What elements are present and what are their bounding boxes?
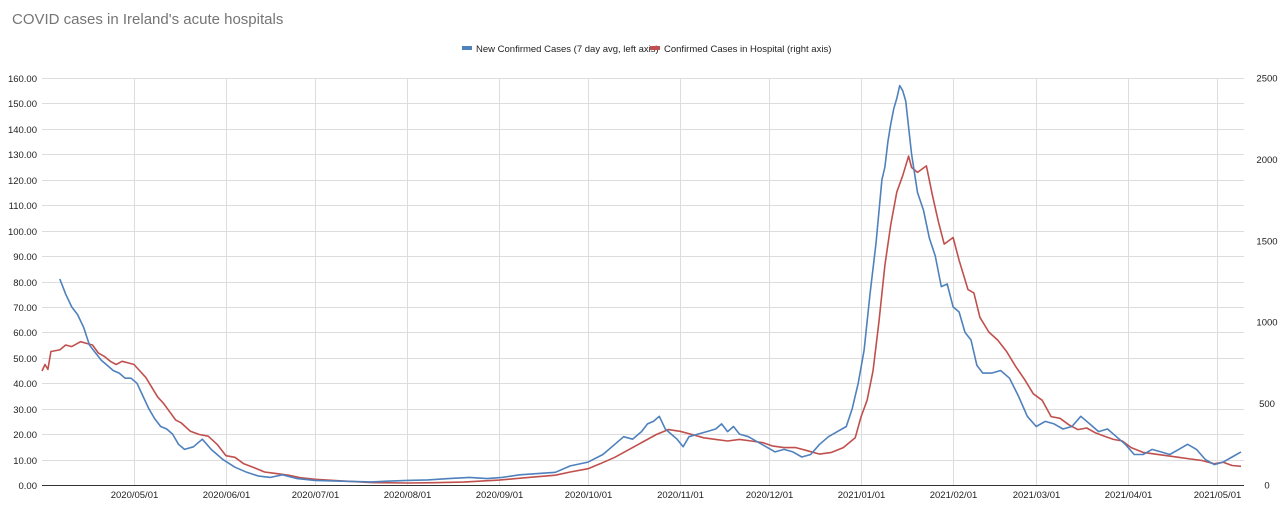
x-tick-label: 2021/04/01: [1105, 490, 1153, 501]
y-left-tick-label: 120.00: [8, 176, 37, 187]
y-left-tick-label: 90.00: [13, 252, 37, 263]
y-left-tick-label: 40.00: [13, 379, 37, 390]
x-tick-label: 2021/05/01: [1194, 490, 1242, 501]
y-right-tick-label: 2500: [1256, 74, 1277, 85]
y-left-tick-label: 150.00: [8, 99, 37, 110]
x-tick-label: 2020/08/01: [384, 490, 432, 501]
y-right-tick-label: 0: [1264, 481, 1269, 492]
x-tick-label: 2020/07/01: [292, 490, 340, 501]
x-tick-label: 2020/10/01: [565, 490, 613, 501]
y-right-tick-label: 1000: [1256, 318, 1277, 329]
y-axis-left: 0.00 10.00 20.00 30.00 40.00 50.00 60.00 70.00 8…: [8, 74, 37, 492]
x-tick-label: 2021/03/01: [1013, 490, 1061, 501]
y-left-tick-label: 30.00: [13, 405, 37, 416]
y-right-tick-label: 500: [1259, 399, 1275, 410]
legend: New Confirmed Cases (7 day avg, left axi…: [462, 44, 831, 55]
y-left-tick-label: 100.00: [8, 227, 37, 238]
y-left-tick-label: 80.00: [13, 278, 37, 289]
legend-item-new-cases[interactable]: New Confirmed Cases (7 day avg, left axi…: [462, 44, 659, 55]
x-tick-label: 2021/01/01: [838, 490, 886, 501]
chart-title: COVID cases in Ireland's acute hospitals: [12, 11, 283, 28]
y-right-tick-label: 1500: [1256, 236, 1277, 247]
legend-label-new-cases: New Confirmed Cases (7 day avg, left axi…: [476, 44, 659, 55]
x-tick-label: 2020/05/01: [111, 490, 159, 501]
y-left-tick-label: 110.00: [9, 201, 37, 212]
y-left-tick-label: 60.00: [13, 328, 37, 339]
legend-swatch-new-cases: [462, 46, 472, 50]
x-axis: 2020/05/01 2020/06/01 2020/07/01 2020/08/01…: [42, 485, 1244, 501]
x-tick-label: 2020/09/01: [476, 490, 524, 501]
y-left-tick-label: 140.00: [8, 125, 37, 136]
y-right-tick-label: 2000: [1256, 155, 1277, 166]
x-tick-label: 2020/11/01: [657, 490, 704, 501]
y-left-tick-label: 160.00: [8, 74, 37, 85]
legend-label-hospital: Confirmed Cases in Hospital (right axis): [664, 44, 831, 55]
series-line-new-cases: [59, 84, 1242, 483]
y-left-tick-label: 0.00: [19, 481, 38, 492]
series-line-hospital: [41, 155, 1242, 484]
y-left-tick-label: 50.00: [13, 354, 37, 365]
x-tick-label: 2021/02/01: [930, 490, 978, 501]
y-left-tick-label: 70.00: [13, 303, 37, 314]
x-tick-label: 2020/12/01: [746, 490, 794, 501]
legend-item-hospital[interactable]: Confirmed Cases in Hospital (right axis): [650, 44, 831, 55]
plot-area: [41, 84, 1242, 484]
gridlines: [42, 78, 1244, 485]
y-axis-right: 0 500 1000 1500 2000 2500: [1256, 74, 1277, 492]
y-left-tick-label: 130.00: [8, 150, 37, 161]
y-left-tick-label: 10.00: [13, 456, 37, 467]
legend-swatch-hospital: [650, 46, 660, 50]
x-tick-label: 2020/06/01: [203, 490, 251, 501]
y-left-tick-label: 20.00: [13, 430, 37, 441]
